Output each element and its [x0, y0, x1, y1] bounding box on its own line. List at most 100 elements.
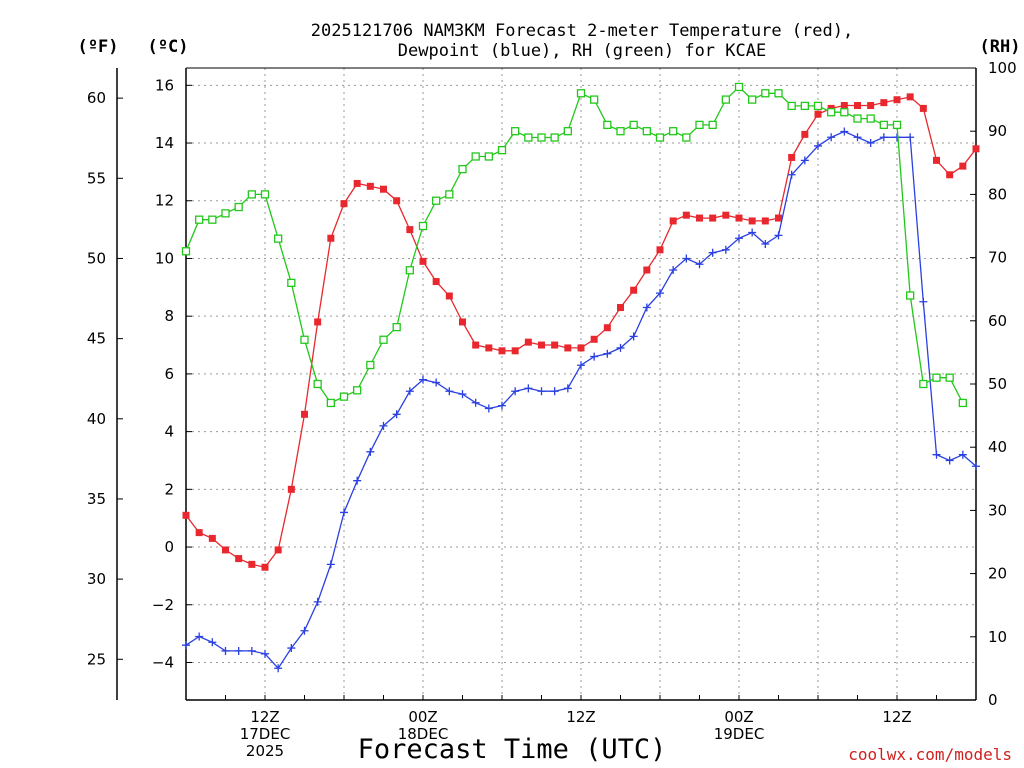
rh-point	[655, 133, 665, 142]
rh-point	[221, 209, 230, 218]
temperature-point	[867, 102, 875, 110]
rh-point	[669, 127, 678, 136]
rh-point	[353, 386, 362, 395]
rh-point	[511, 127, 520, 136]
rh-point	[537, 133, 546, 142]
fahrenheit-tick-label: 55	[87, 169, 106, 187]
rh-point	[800, 101, 809, 111]
rh-point	[813, 101, 823, 111]
dewpoint-point	[563, 384, 572, 393]
x-tick-label: 19DEC	[714, 725, 765, 743]
dewpoint-point	[379, 421, 388, 430]
x-axis-label: Forecast Time (UTC)	[358, 734, 667, 765]
temperature-point	[261, 563, 269, 571]
temperature-point	[287, 485, 295, 493]
unit-label-rh: (RH)	[980, 37, 1021, 57]
dewpoint-point	[958, 450, 967, 459]
dewpoint-point	[853, 133, 862, 142]
credit-link[interactable]: coolwx.com/models	[848, 745, 1012, 764]
rh-point	[300, 335, 309, 344]
rh-point	[326, 398, 335, 408]
dewpoint-point	[735, 234, 743, 243]
rh-tick-label: 30	[988, 501, 1007, 519]
rh-point	[287, 278, 296, 288]
rh-point	[392, 322, 401, 332]
temperature-point	[235, 555, 243, 563]
rh-point	[247, 190, 256, 199]
celsius-tick-label: −2	[152, 596, 174, 614]
rh-point	[879, 120, 888, 130]
temperature-point	[340, 200, 348, 208]
dewpoint-point	[182, 641, 190, 650]
dewpoint-point	[840, 127, 849, 136]
rh-point	[339, 392, 349, 401]
rh-tick-label: 80	[988, 185, 1007, 203]
series-group	[181, 82, 980, 673]
rh-point	[366, 360, 375, 370]
rh-point	[260, 190, 270, 199]
rh-tick-label: 90	[988, 122, 1007, 140]
x-tick-label: 12Z	[250, 708, 279, 726]
rh-tick-label: 60	[988, 312, 1007, 330]
temperature-point	[393, 197, 401, 205]
temperature-point	[380, 185, 387, 193]
dewpoint-point	[195, 632, 204, 641]
temperature-point	[946, 171, 954, 179]
temperature-point	[511, 347, 519, 355]
celsius-tick-label: 0	[164, 538, 174, 556]
fahrenheit-tick-label: 60	[87, 89, 106, 107]
temperature-point	[682, 211, 690, 219]
rh-point	[853, 114, 862, 123]
rh-point	[840, 108, 849, 117]
rh-point	[866, 114, 875, 123]
temperature-point	[748, 217, 756, 225]
dewpoint-point	[814, 141, 822, 150]
dewpoint-point	[419, 375, 427, 384]
dewpoint-point	[366, 447, 375, 456]
dewpoint-point	[234, 646, 243, 655]
temperature-point	[801, 130, 809, 138]
x-tick-label: 18DEC	[398, 725, 449, 743]
temperature-point	[761, 217, 769, 225]
temperature-point	[485, 344, 493, 352]
rh-point	[576, 89, 586, 98]
temperature-point	[472, 341, 480, 349]
dewpoint-point	[906, 133, 915, 142]
celsius-tick-label: −4	[152, 653, 174, 671]
temperature-point	[577, 344, 585, 352]
rh-point	[195, 215, 204, 224]
temperature-point	[432, 278, 440, 286]
dewpoint-point	[326, 560, 335, 569]
dewpoint-point	[603, 349, 612, 358]
dewpoint-point	[550, 387, 559, 396]
dewpoint-point	[721, 245, 730, 254]
temperature-point	[880, 99, 888, 107]
rh-point	[379, 335, 388, 344]
temperature-point	[353, 179, 361, 187]
dewpoint-point	[274, 664, 283, 673]
gridlines	[186, 68, 976, 700]
temperature-point	[327, 234, 335, 242]
temperature-point	[314, 318, 322, 326]
celsius-tick-label: 10	[155, 249, 174, 267]
x-tick-label: 12Z	[566, 708, 595, 726]
dewpoint-point	[893, 133, 901, 142]
temperature-point	[906, 93, 914, 101]
temperature-point	[524, 338, 532, 346]
rh-point	[432, 196, 441, 205]
dewpoint-point	[392, 410, 401, 419]
dewpoint-point	[353, 476, 362, 485]
dewpoint-point	[247, 646, 256, 655]
dewpoint-point	[972, 462, 980, 471]
temperature-point	[459, 318, 466, 326]
dewpoint-point	[300, 626, 309, 635]
rh-point	[524, 133, 533, 142]
temperature-point	[775, 214, 782, 222]
rh-point	[787, 101, 796, 111]
dewpoint-point	[524, 384, 533, 393]
temperature-point	[538, 341, 545, 349]
temperature-point	[419, 257, 427, 265]
rh-point	[734, 82, 744, 92]
celsius-tick-label: 2	[164, 480, 174, 498]
